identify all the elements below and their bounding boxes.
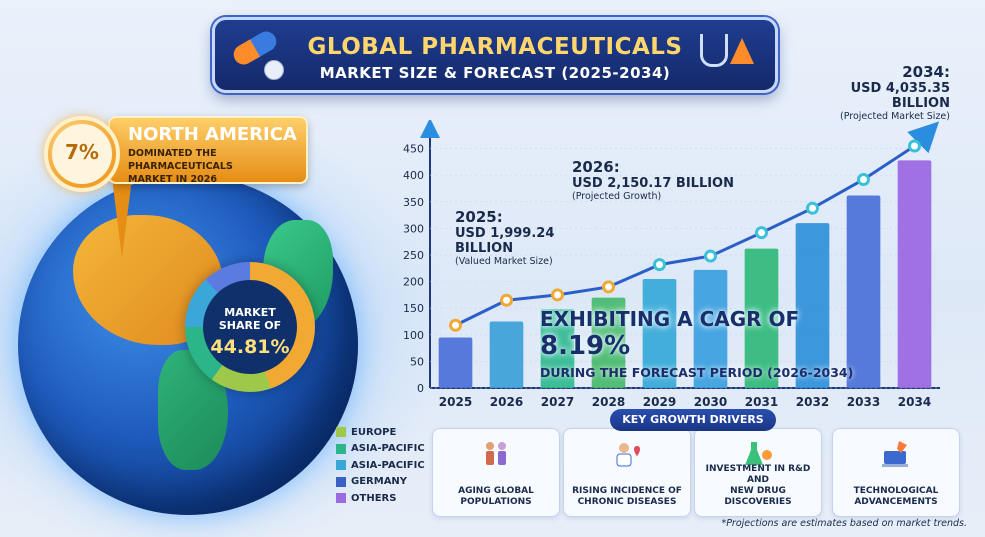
market-share-label: MARKET SHARE OF bbox=[218, 306, 282, 332]
annotation-2034: 2034: USD 4,035.35 BILLION (Projected Ma… bbox=[840, 63, 950, 122]
driver-label: INVESTMENT IN R&D AND bbox=[705, 464, 811, 485]
page-subtitle: MARKET SIZE & FORECAST (2025-2034) bbox=[319, 64, 671, 82]
y-tick-label: 50 bbox=[410, 355, 424, 368]
x-tick-label: 2031 bbox=[745, 395, 778, 409]
y-tick-label: 300 bbox=[403, 222, 424, 235]
y-tick-label: 200 bbox=[403, 276, 424, 289]
x-tick-label: 2033 bbox=[847, 395, 880, 409]
legend: EUROPE ASIA-PACIFIC ASIA-PACIFIC GERMANY OTH… bbox=[336, 424, 425, 507]
title-banner: GLOBAL PHARMACEUTICALS MARKET SIZE & FOR… bbox=[212, 17, 778, 93]
north-america-callout: NORTH AMERICA DOMINATED THE PHARMACEUTIC… bbox=[108, 116, 308, 185]
page-title: GLOBAL PHARMACEUTICALS bbox=[307, 34, 683, 60]
bar-2028 bbox=[591, 297, 626, 388]
lab-flask-icon bbox=[745, 442, 772, 465]
bar-2031 bbox=[744, 248, 779, 388]
x-tick-label: 2030 bbox=[694, 395, 727, 409]
annotation-2026: 2026: USD 2,150.17 BILLION (Projected Gr… bbox=[572, 158, 734, 202]
x-tick-label: 2029 bbox=[643, 395, 676, 409]
legend-swatch bbox=[336, 493, 346, 504]
trend-point-2026 bbox=[500, 293, 513, 307]
cagr-callout: EXHIBITING A CAGR OF 8.19% DURING THE FO… bbox=[540, 307, 870, 380]
y-tick-label: 450 bbox=[403, 143, 424, 156]
trend-point-2033 bbox=[857, 172, 870, 186]
bar-2025 bbox=[438, 337, 473, 388]
trend-point-2034 bbox=[908, 139, 921, 153]
legend-label: ASIA-PACIFIC bbox=[351, 443, 425, 455]
x-tick-label: 2025 bbox=[439, 395, 472, 409]
y-tick-label: 0 bbox=[417, 382, 424, 395]
market-size-chart: 0 50 100 150 200 250 300 350 400 450 2025 2026 2027… bbox=[403, 120, 940, 409]
trend-point-2031 bbox=[755, 226, 768, 240]
tablet-icon bbox=[264, 60, 284, 80]
y-tick-label: 400 bbox=[403, 169, 424, 182]
cagr-value: 8.19% bbox=[540, 331, 631, 361]
trend-point-2030 bbox=[704, 249, 717, 263]
legend-swatch bbox=[336, 476, 346, 487]
driver-card-chronic: RISING INCIDENCE OF CHRONIC DISEASES bbox=[563, 428, 691, 517]
donut-center bbox=[203, 280, 297, 374]
x-tick-label: 2028 bbox=[592, 395, 625, 409]
footnote: *Projections are estimates based on mark… bbox=[721, 518, 967, 529]
cagr-period: DURING THE FORECAST PERIOD (2026-2034) bbox=[540, 365, 854, 380]
annotation-2025: 2025: USD 1,999.24 BILLION (Valued Marke… bbox=[455, 208, 555, 267]
x-tick-label: 2027 bbox=[541, 395, 574, 409]
trend-point-2027 bbox=[551, 288, 564, 302]
badge-value: 7% bbox=[65, 140, 99, 164]
y-tick-label: 100 bbox=[403, 329, 424, 342]
cagr-prefix: EXHIBITING A CAGR OF bbox=[540, 307, 800, 331]
legend-swatch bbox=[336, 460, 346, 471]
bar-2030 bbox=[693, 269, 728, 388]
badge-inner bbox=[52, 124, 112, 184]
driver-label: AGING GLOBAL bbox=[458, 486, 534, 496]
driver-card-aging: AGING GLOBAL POPULATIONS bbox=[432, 428, 560, 517]
x-tick-label: 2032 bbox=[796, 395, 829, 409]
flask-icon bbox=[730, 38, 754, 64]
x-tick-label: 2034 bbox=[898, 395, 931, 409]
stethoscope-icon bbox=[700, 34, 728, 67]
legend-label: ASIA-PACIFIC bbox=[351, 459, 425, 471]
callout-pointer bbox=[112, 178, 132, 258]
callout-text: DOMINATED THE PHARMACEUTICALS MARKET IN … bbox=[128, 148, 233, 185]
legend-swatch bbox=[336, 427, 346, 438]
trend-point-2028 bbox=[602, 280, 615, 294]
rocket-laptop-icon bbox=[882, 441, 908, 467]
legend-item: OTHERS bbox=[336, 490, 425, 507]
key-growth-drivers-title: KEY GROWTH DRIVERS bbox=[610, 409, 776, 431]
bar-2034 bbox=[897, 160, 932, 388]
trend-point-2025 bbox=[449, 318, 462, 332]
y-tick-label: 350 bbox=[403, 196, 424, 209]
market-share-value: 44.81% bbox=[210, 336, 290, 358]
driver-label: RISING INCIDENCE OF bbox=[572, 486, 682, 496]
legend-label: OTHERS bbox=[351, 492, 397, 504]
driver-card-tech: TECHNOLOGICAL ADVANCEMENTS bbox=[832, 428, 960, 517]
family-icon bbox=[486, 442, 506, 465]
driver-label: TECHNOLOGICAL bbox=[853, 486, 939, 496]
bar-2026 bbox=[489, 321, 524, 388]
x-tick-label: 2026 bbox=[490, 395, 523, 409]
bar-2033 bbox=[846, 195, 881, 388]
y-tick-label: 250 bbox=[403, 249, 424, 262]
legend-label: EUROPE bbox=[351, 426, 397, 438]
driver-card-rnd: INVESTMENT IN R&D AND NEW DRUG DISCOVERI… bbox=[694, 428, 822, 517]
trend-point-2032 bbox=[806, 201, 819, 215]
legend-item: EUROPE bbox=[336, 424, 425, 441]
legend-item: ASIA-PACIFIC bbox=[336, 441, 425, 458]
doctor-icon bbox=[616, 443, 640, 467]
legend-label: GERMANY bbox=[351, 476, 408, 488]
legend-item: ASIA-PACIFIC bbox=[336, 457, 425, 474]
callout-region: NORTH AMERICA bbox=[128, 124, 297, 145]
trend-point-2029 bbox=[653, 258, 666, 272]
bar-2029 bbox=[642, 278, 677, 388]
bar-2027 bbox=[540, 309, 575, 388]
legend-item: GERMANY bbox=[336, 474, 425, 491]
legend-swatch bbox=[336, 443, 346, 454]
bar-2032 bbox=[795, 223, 830, 388]
y-tick-label: 150 bbox=[403, 302, 424, 315]
